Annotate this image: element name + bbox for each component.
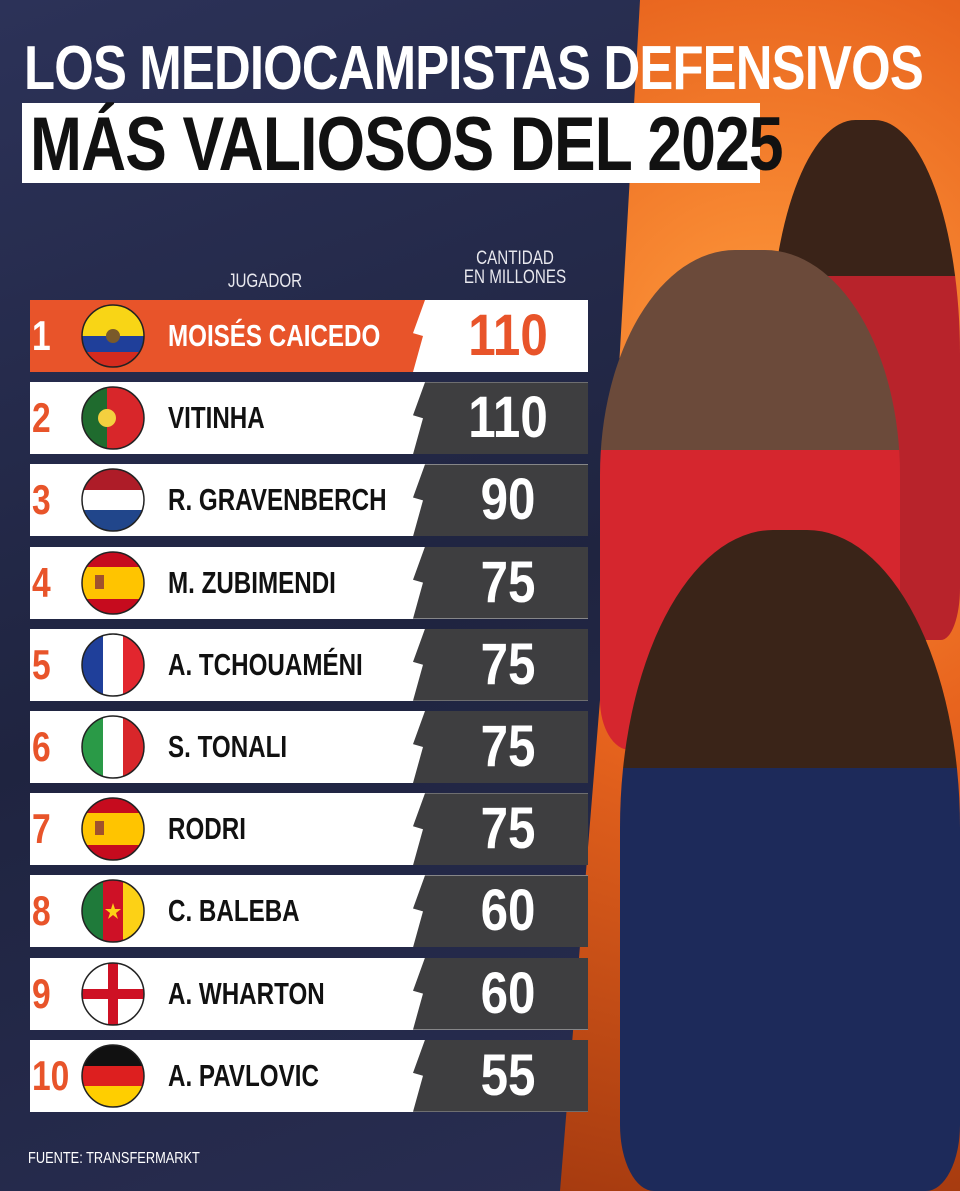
rank-number: 7 [32, 805, 51, 853]
market-value: 75 [480, 714, 536, 779]
flag-ecuador-icon [81, 304, 145, 368]
flag-italy-icon [81, 715, 145, 779]
flag-england-icon [81, 961, 145, 1026]
rank-number: 4 [32, 558, 51, 606]
rank-number: 9 [32, 969, 51, 1017]
value-background [413, 382, 588, 455]
flag-portugal-icon [81, 386, 145, 450]
player-name: MOISÉS CAICEDO [168, 318, 381, 353]
value-background [413, 957, 588, 1030]
rank-number: 2 [32, 394, 51, 442]
player-name: RODRI [168, 811, 246, 847]
value-background [413, 711, 588, 783]
rank-number: 3 [32, 476, 51, 524]
player-name: M. ZUBIMENDI [168, 564, 336, 600]
title-line-2: MÁS VALIOSOS DEL 2025 [30, 102, 784, 187]
title-line-1: LOS MEDIOCAMPISTAS DEFENSIVOS [24, 34, 924, 103]
table-row: 5 A. TCHOUAMÉNI 75 [30, 628, 588, 701]
market-value: 110 [468, 303, 548, 368]
market-value: 60 [480, 878, 536, 944]
player-name: R. GRAVENBERCH [168, 482, 387, 518]
rank-number: 1 [32, 312, 51, 359]
player-name: A. WHARTON [168, 975, 325, 1011]
flag-france-icon [81, 633, 145, 697]
market-value: 75 [480, 796, 536, 862]
player-name: C. BALEBA [168, 893, 300, 929]
flag-spain-icon [81, 550, 145, 615]
flag-netherlands-icon [81, 468, 145, 533]
value-background [413, 793, 588, 866]
table-row: 8 C. BALEBA 60 [30, 875, 588, 948]
market-value: 60 [480, 960, 536, 1026]
value-background [413, 1039, 588, 1112]
value-background [413, 300, 588, 372]
value-background [413, 875, 588, 948]
table-row: 10 A. PAVLOVIC 55 [30, 1039, 588, 1112]
table-row: 1 MOISÉS CAICEDO 110 [30, 300, 588, 372]
rank-number: 8 [32, 887, 51, 935]
table-row: 9 A. WHARTON 60 [30, 957, 588, 1030]
player-name: A. PAVLOVIC [168, 1057, 319, 1093]
value-background [413, 546, 588, 619]
rank-number: 6 [32, 723, 51, 770]
rank-number: 10 [32, 1051, 70, 1099]
table-row: 4 M. ZUBIMENDI 75 [30, 546, 588, 619]
table-row: 6 S. TONALI 75 [30, 711, 588, 783]
header-value-2: EN MILLONES [463, 267, 567, 288]
player-photo-front [620, 530, 960, 1191]
title-line-2-box: MÁS VALIOSOS DEL 2025 [22, 103, 784, 183]
value-background [413, 628, 588, 701]
player-name: VITINHA [168, 400, 265, 436]
market-value: 110 [468, 385, 548, 451]
flag-cameroon-icon [81, 879, 145, 944]
market-value: 90 [480, 467, 536, 533]
value-background [413, 464, 588, 537]
table-row: 2 VITINHA 110 [30, 382, 588, 455]
source-note: FUENTE: TRANSFERMARKT [28, 1150, 200, 1167]
player-name: A. TCHOUAMÉNI [168, 646, 363, 682]
flag-spain-icon [81, 797, 145, 861]
flag-germany-icon [81, 1044, 145, 1108]
header-player: JUGADOR [227, 271, 303, 292]
player-name: S. TONALI [168, 729, 288, 764]
table-row: 7 RODRI 75 [30, 793, 588, 866]
rank-number: 5 [32, 640, 51, 688]
market-value: 55 [480, 1042, 536, 1108]
market-value: 75 [480, 549, 536, 615]
market-value: 75 [480, 631, 536, 697]
table-row: 3 R. GRAVENBERCH 90 [30, 464, 588, 537]
header-value-1: CANTIDAD [476, 248, 554, 269]
